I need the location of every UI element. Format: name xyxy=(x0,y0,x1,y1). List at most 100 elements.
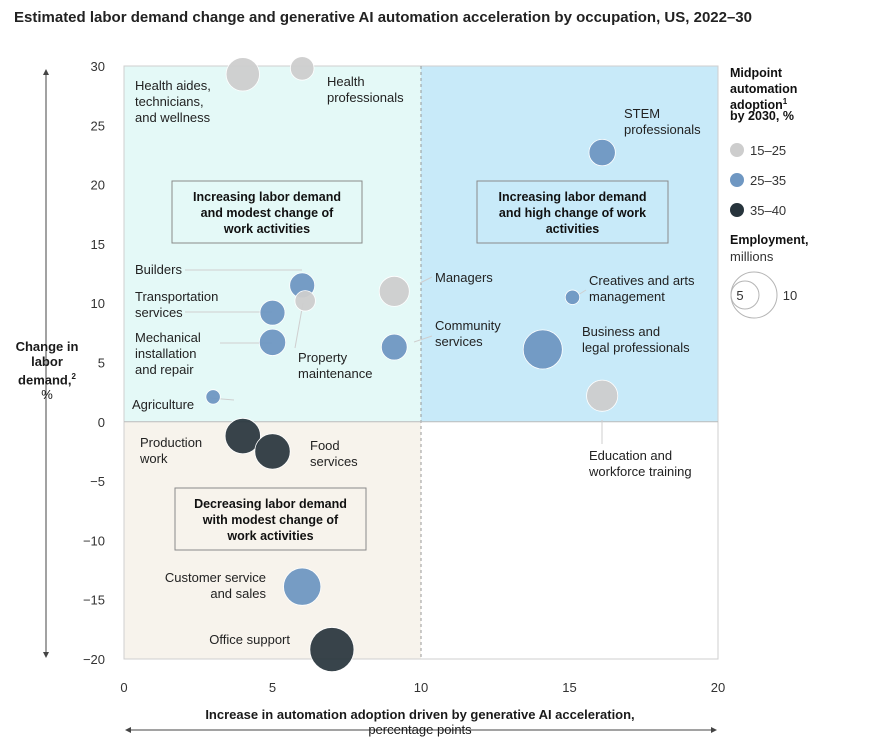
bubble xyxy=(588,138,616,167)
quadrant-label-upper-left-box xyxy=(171,180,363,244)
x-axis-label-rest: percentage points xyxy=(368,722,472,737)
legend-title-line: by 2030, % xyxy=(730,109,794,123)
bubble-label: Health aides, technicians, and wellness xyxy=(135,78,211,125)
bubble-label-line: management xyxy=(589,289,665,304)
quadrant-label-upper-right-box xyxy=(476,180,669,244)
bubble-label-line: services xyxy=(310,454,358,469)
bubble-label: Business and legal professionals xyxy=(582,324,690,355)
bubble-label-line: Production xyxy=(140,435,202,450)
bubble xyxy=(290,56,315,81)
quadrant-label-lower-left-line: with modest change of xyxy=(202,513,339,527)
bubble-label-line: maintenance xyxy=(298,366,372,381)
legend-label: 35–40 xyxy=(750,203,786,218)
bubble-label-line: workforce training xyxy=(588,464,692,479)
x-tick-label: 10 xyxy=(414,680,428,695)
legend-employment-unit: millions xyxy=(730,249,774,264)
y-tick-label: −10 xyxy=(83,533,105,548)
bubble-label-line: and sales xyxy=(210,586,266,601)
bubble xyxy=(259,299,286,326)
bubble xyxy=(522,329,563,370)
legend-swatch-25_35 xyxy=(730,173,744,187)
legend-swatch-35_40 xyxy=(730,203,744,217)
bubble xyxy=(586,379,619,412)
bubble-label-line: Property xyxy=(298,350,348,365)
quadrant-label-upper-right-line: and high change of work xyxy=(499,206,646,220)
bubble-label-line: legal professionals xyxy=(582,340,690,355)
quadrant-label-lower-left-line: Decreasing labor demand xyxy=(194,497,347,511)
y-tick-label: 25 xyxy=(91,118,105,133)
legend-title-line: adoption xyxy=(730,98,783,112)
chart-title: Estimated labor demand change and genera… xyxy=(14,9,752,26)
bubble-label-line: Managers xyxy=(435,270,493,285)
bubble-label-line: Education and xyxy=(589,448,672,463)
bubble-label-line: STEM xyxy=(624,106,660,121)
bubble-label: Office support xyxy=(209,632,290,647)
quadrant-label-upper-right-line: activities xyxy=(546,222,600,236)
legend-size-5 xyxy=(730,280,760,310)
quadrant-label-lower-left-box xyxy=(174,487,367,551)
bubble-label-line: Customer service xyxy=(165,570,266,585)
bubble xyxy=(378,275,410,307)
legend-label: 25–35 xyxy=(750,173,786,188)
y-tick-label: 5 xyxy=(98,356,105,371)
quadrant-label-upper-left-line: work activities xyxy=(223,222,310,236)
bubble xyxy=(283,567,322,606)
bubble-label-line: installation xyxy=(135,346,196,361)
y-tick-label: 10 xyxy=(91,296,105,311)
bubble-label-line: Agriculture xyxy=(132,397,194,412)
bubble-label-line: Office support xyxy=(209,632,290,647)
bubble xyxy=(380,333,408,361)
bubble-label-line: professionals xyxy=(624,122,701,137)
x-axis-label: Increase in automation adoption driven b… xyxy=(200,707,640,737)
bubble-label-line: Food xyxy=(310,438,340,453)
bubble-label-line: Business and xyxy=(582,324,660,339)
bubble-label-line: professionals xyxy=(327,90,404,105)
y-tick-label: −15 xyxy=(83,593,105,608)
bubble-label-line: services xyxy=(135,305,183,320)
bubble-label-line: work xyxy=(139,451,168,466)
y-tick-label: 30 xyxy=(91,59,105,74)
bubble xyxy=(309,627,355,672)
bubble xyxy=(224,417,261,455)
x-tick-label: 20 xyxy=(711,680,725,695)
legend-employment-title: Employment, xyxy=(730,233,809,247)
bubble-label: STEM professionals xyxy=(624,106,701,137)
bubble-label-line: services xyxy=(435,334,483,349)
y-tick-label: 0 xyxy=(98,415,105,430)
bubble xyxy=(564,289,581,305)
y-axis-label: Change in labor demand,2 % xyxy=(8,339,86,402)
legend-size-label: 10 xyxy=(783,288,797,303)
bubble-label: Mechanical installation and repair xyxy=(135,330,201,377)
quadrant-label-upper-left: Increasing labor demand and modest change… xyxy=(193,190,341,236)
quadrant-label-upper-left-line: Increasing labor demand xyxy=(193,190,341,204)
bubble-label-line: Transportation xyxy=(135,289,218,304)
legend-footnote: 1 xyxy=(783,97,788,106)
y-tick-label: −5 xyxy=(90,474,105,489)
y-tick-label: 20 xyxy=(91,178,105,193)
y-axis-footnote: 2 xyxy=(71,372,76,381)
x-tick-label: 5 xyxy=(269,680,276,695)
quadrant-upper-left xyxy=(124,66,421,422)
quadrant-label-upper-right-line: Increasing labor demand xyxy=(499,190,647,204)
bubble-label: Health professionals xyxy=(327,74,404,105)
bubble xyxy=(225,57,260,92)
bubble-label-line: Mechanical xyxy=(135,330,201,345)
bubble-label: Education and workforce training xyxy=(588,448,692,479)
y-tick-label: −20 xyxy=(83,652,105,667)
x-axis-label-bold: Increase in automation adoption driven b… xyxy=(205,707,635,722)
bubble-label: Creatives and arts management xyxy=(589,273,695,304)
leader-line xyxy=(419,276,433,284)
quadrant-label-upper-right: Increasing labor demand and high change o… xyxy=(499,190,647,236)
quadrant-upper-right xyxy=(421,66,718,422)
y-tick-label: 15 xyxy=(91,237,105,252)
legend-swatch-15_25 xyxy=(730,143,744,157)
legend-size-label: 5 xyxy=(736,288,743,303)
bubble-label: Property maintenance xyxy=(298,350,372,381)
bubble-label: Agriculture xyxy=(132,397,194,412)
bubble-label: Builders xyxy=(135,262,182,277)
x-tick-label: 0 xyxy=(120,680,127,695)
bubble-label-line: Creatives and arts xyxy=(589,273,695,288)
legend-label: 15–25 xyxy=(750,143,786,158)
bubble-label-line: Community xyxy=(435,318,501,333)
